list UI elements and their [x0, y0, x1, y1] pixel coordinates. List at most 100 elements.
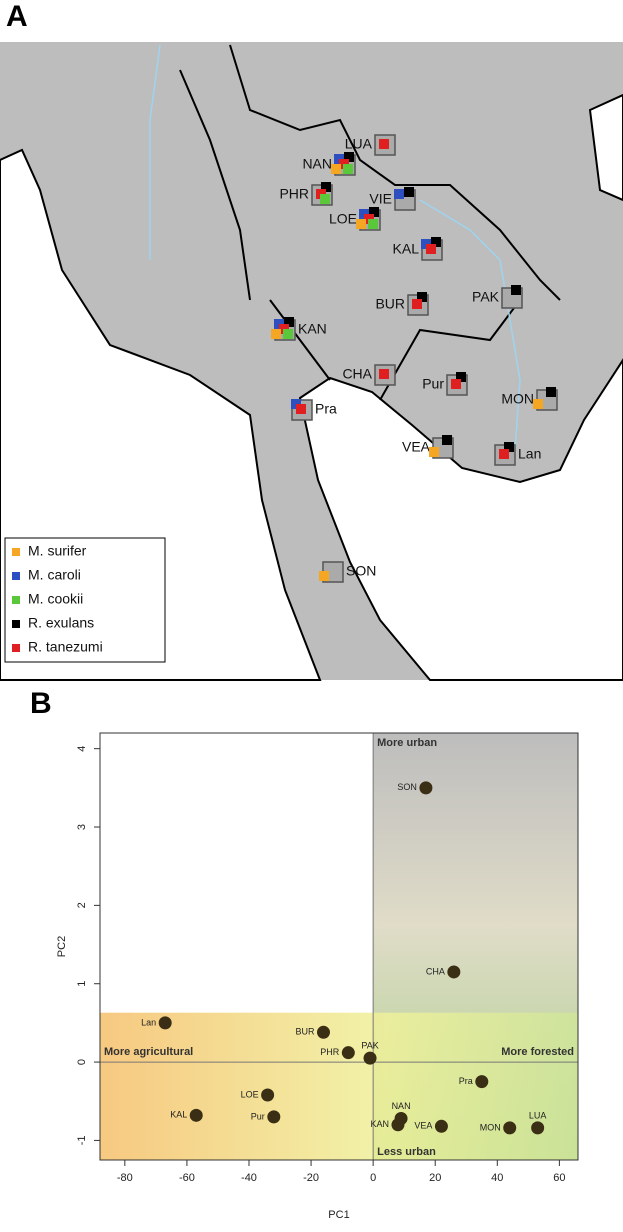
- border: [179, 44, 561, 401]
- legend-label: M. cookii: [28, 591, 83, 607]
- point: [316, 1025, 330, 1039]
- species-marker: [296, 404, 306, 414]
- point-label: Pra: [459, 1076, 473, 1086]
- species-marker: [394, 189, 404, 199]
- point: [363, 1051, 377, 1065]
- annotation: Less urban: [377, 1146, 436, 1158]
- point-label: LOE: [241, 1089, 259, 1099]
- x-tick-label: -60: [179, 1172, 195, 1184]
- legend-swatch: [12, 620, 20, 628]
- species-marker: [451, 379, 461, 389]
- point-label: LUA: [529, 1110, 547, 1120]
- legend-label: R. tanezumi: [28, 639, 103, 655]
- y-tick-label: 2: [76, 902, 88, 908]
- species-marker: [356, 219, 366, 229]
- species-marker: [321, 182, 331, 192]
- site-label: BUR: [375, 296, 405, 312]
- species-marker: [319, 571, 329, 581]
- annotation: More urban: [377, 737, 437, 749]
- legend-label: M. caroli: [28, 567, 81, 583]
- species-marker: [283, 329, 293, 339]
- point-label: CHA: [426, 966, 445, 976]
- point-label: VEA: [414, 1121, 432, 1131]
- site-label: VIE: [369, 191, 392, 207]
- species-marker: [533, 399, 543, 409]
- legend-label: M. surifer: [28, 543, 87, 559]
- site-label: CHA: [342, 366, 372, 382]
- legend-swatch: [12, 596, 20, 604]
- point: [531, 1121, 545, 1135]
- x-tick-label: -20: [303, 1172, 319, 1184]
- point: [261, 1088, 275, 1102]
- site-label: Lan: [518, 446, 541, 462]
- legend: [4, 537, 166, 663]
- species-marker: [511, 285, 521, 295]
- point: [475, 1075, 489, 1089]
- point: [503, 1121, 517, 1135]
- site-label: LOE: [329, 211, 357, 227]
- species-marker: [546, 387, 556, 397]
- x-tick-label: 60: [553, 1172, 565, 1184]
- y-tick-label: 4: [76, 746, 88, 752]
- species-marker: [442, 435, 452, 445]
- shading-agricultural: [100, 1012, 578, 1160]
- point: [267, 1110, 281, 1124]
- species-marker: [404, 187, 414, 197]
- site-label: Pur: [422, 376, 444, 392]
- legend-entries: M. surifer M. caroli M. cookii R. exulans R.…: [12, 543, 103, 655]
- species-marker: [369, 207, 379, 217]
- sea: [588, 93, 623, 202]
- x-tick-label: 20: [429, 1172, 441, 1184]
- y-tick-label: 3: [76, 824, 88, 830]
- species-marker: [412, 299, 422, 309]
- x-tick-label: -40: [241, 1172, 257, 1184]
- point: [419, 781, 433, 795]
- x-tick-label: -80: [117, 1172, 133, 1184]
- species-marker: [379, 369, 389, 379]
- annotation: More agricultural: [104, 1046, 193, 1058]
- species-marker: [284, 317, 294, 327]
- point: [434, 1119, 448, 1133]
- species-marker: [429, 447, 439, 457]
- point-label: Lan: [141, 1017, 156, 1027]
- gulf-of-thailand: [298, 358, 623, 681]
- species-marker: [499, 449, 509, 459]
- x-tick-label: 0: [370, 1172, 376, 1184]
- species-marker: [343, 164, 353, 174]
- point-label: PHR: [320, 1047, 340, 1057]
- point: [391, 1118, 405, 1132]
- legend-box: [4, 537, 166, 663]
- x-tick-label: 40: [491, 1172, 503, 1184]
- point-label: BUR: [295, 1027, 315, 1037]
- site-label: NAN: [302, 156, 332, 172]
- site-label: Pra: [315, 401, 337, 417]
- point-label: SON: [397, 782, 417, 792]
- point-label: Pur: [251, 1111, 265, 1121]
- legend-swatch: [12, 572, 20, 580]
- x-axis-label: PC1: [328, 1209, 349, 1221]
- species-marker: [368, 219, 378, 229]
- species-marker: [504, 442, 514, 452]
- plot-frame: [99, 732, 579, 1161]
- y-tick-label: -1: [76, 1136, 88, 1146]
- site-label: PHR: [279, 186, 309, 202]
- site-label: KAN: [298, 321, 327, 337]
- point-label: KAN: [370, 1119, 389, 1129]
- point-label: NAN: [392, 1101, 411, 1111]
- species-marker: [431, 237, 441, 247]
- species-marker: [271, 329, 281, 339]
- point: [158, 1016, 172, 1030]
- species-marker: [379, 139, 389, 149]
- site-label: PAK: [472, 289, 500, 305]
- species-marker: [320, 194, 330, 204]
- sites: LUA NAN PHR VIE LOE KAL BUR PAK KAN CHA Pur MON Pra V…: [271, 134, 558, 583]
- legend-swatch: [12, 644, 20, 652]
- y-axis-label: PC2: [56, 936, 68, 957]
- site-label: SON: [346, 563, 376, 579]
- scatter-plot: -80 -60 -40 -20 0 20 40 60 -1 0 1 2 3 4 PC1 PC2 More urb…: [56, 732, 579, 1221]
- annotation: More forested: [501, 1046, 574, 1058]
- point: [341, 1046, 355, 1060]
- point-label: MON: [480, 1122, 501, 1132]
- point: [447, 965, 461, 979]
